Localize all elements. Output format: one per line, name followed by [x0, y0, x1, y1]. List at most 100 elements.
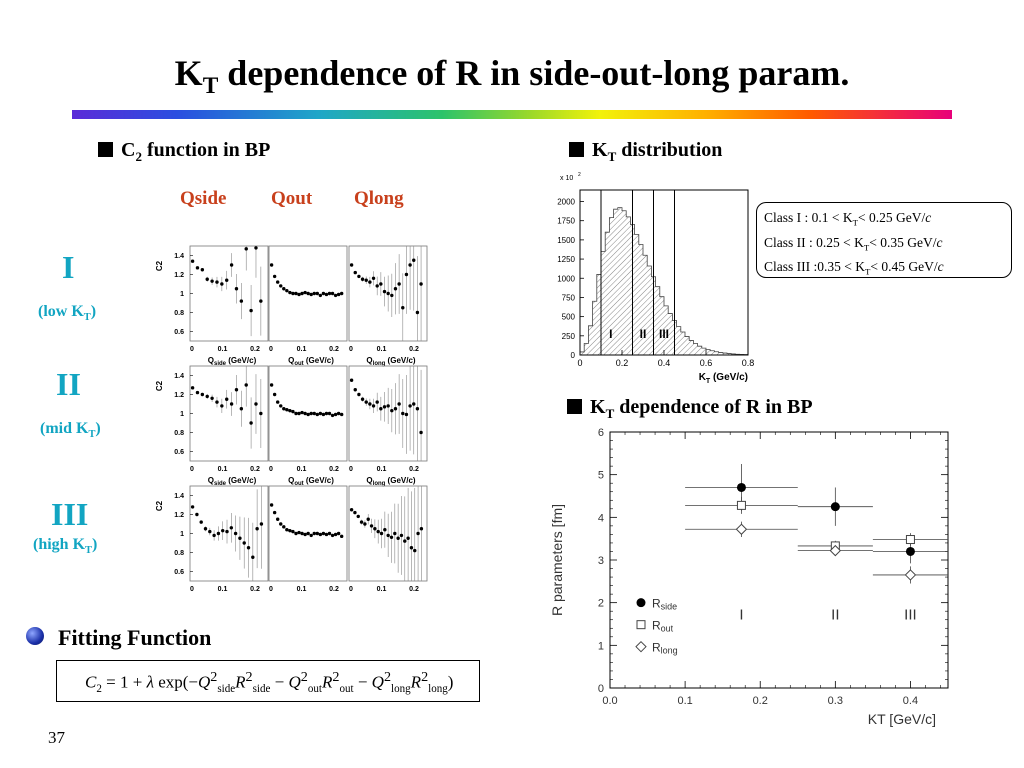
c2-data-point — [349, 263, 354, 267]
c2-data-point — [386, 404, 390, 408]
c2-data-point — [393, 407, 398, 411]
c2-x-tick-label: 0.1 — [297, 586, 307, 593]
c2-data-point — [357, 392, 361, 397]
c2-data-point — [382, 405, 387, 409]
y-tick-label: 1 — [598, 640, 604, 652]
c2-data-point — [205, 394, 209, 399]
histogram-bar — [714, 351, 719, 355]
c2-data-point — [390, 293, 394, 298]
c2-data-point — [279, 404, 283, 408]
c2-data-point — [249, 308, 253, 313]
class-line-1: Class I : 0.1 < KT< 0.25 GeV/c — [764, 210, 932, 228]
c2-data-point — [382, 289, 387, 294]
c2-data-point — [399, 533, 404, 538]
c2-data-point — [259, 299, 263, 303]
c2-data-point — [312, 291, 316, 296]
c2-data-point — [386, 291, 390, 296]
c2-data-point — [397, 282, 401, 286]
c2-data-point — [368, 280, 372, 284]
c2-data-point — [408, 404, 412, 408]
c2-data-point — [315, 291, 320, 296]
c2-section-heading: C2 function in BP — [98, 139, 270, 165]
c2-x-tick-label: 0 — [190, 466, 194, 473]
col-label-qside: Qside — [180, 188, 227, 209]
c2-data-point — [356, 514, 360, 519]
c2-data-point — [403, 539, 407, 543]
c2-data-point — [275, 400, 280, 404]
y-tick-label: 1500 — [557, 236, 575, 245]
y-tick-label: 750 — [562, 293, 576, 302]
data-point-rside — [830, 502, 840, 512]
c2-data-point — [324, 292, 329, 297]
c2-data-point — [234, 287, 239, 291]
x-tick-label: 0.3 — [828, 695, 843, 707]
c2-y-tick-label: 1 — [180, 531, 184, 538]
c2-data-point — [306, 531, 310, 536]
c2-data-point — [297, 411, 301, 416]
c2-data-point — [333, 293, 338, 298]
c2-data-point — [216, 531, 221, 536]
c2-panel-frame — [268, 485, 348, 582]
y-tick-label: 1750 — [557, 217, 575, 226]
c2-data-point — [401, 411, 405, 416]
c2-data-point — [360, 277, 365, 281]
c2-x-tick-label: 0 — [269, 466, 273, 473]
row-desc-1: (low KT) — [38, 303, 97, 324]
histogram-outline — [579, 207, 749, 355]
y-tick-label: 500 — [562, 313, 576, 322]
c2-data-point — [297, 530, 301, 535]
data-point-rlong — [735, 523, 748, 535]
c2-data-point — [229, 526, 234, 530]
c2-x-axis-title: Qside (GeV/c) — [208, 476, 257, 487]
c2-data-point — [375, 400, 379, 404]
c2-data-point — [309, 533, 313, 538]
c2-data-point — [244, 247, 248, 251]
c2-x-tick-label: 0.2 — [329, 346, 339, 353]
x-tick-label: 0.2 — [616, 358, 629, 368]
c2-y-tick-label: 1.4 — [174, 253, 184, 260]
c2-data-point — [415, 407, 420, 411]
c2-data-point — [282, 525, 286, 529]
title-k: K — [174, 53, 203, 93]
c2-data-point — [255, 527, 259, 531]
c2-data-point — [353, 388, 357, 392]
histogram-bar — [659, 296, 664, 355]
square-bullet-icon — [98, 142, 113, 157]
x-tick-label: 0.4 — [903, 695, 918, 707]
c2-data-point — [210, 279, 214, 283]
c2-data-point — [404, 412, 409, 417]
c2-data-point — [215, 280, 219, 284]
c2-x-tick-label: 0.1 — [377, 586, 387, 593]
c2-data-point — [339, 291, 344, 296]
c2-data-point — [321, 531, 326, 536]
c2-data-point — [379, 531, 384, 536]
c2-data-point — [199, 520, 203, 524]
c2-data-point — [315, 412, 320, 417]
histogram-bar — [697, 346, 702, 355]
c2-x-tick-label: 0.1 — [218, 346, 228, 353]
c2-panel-frame — [348, 245, 428, 342]
c2-data-point — [200, 392, 205, 397]
c2-data-point — [190, 386, 195, 390]
data-point-rside — [905, 546, 915, 556]
c2-panel-frame — [268, 365, 348, 462]
histogram-bar — [643, 255, 648, 355]
c2-data-point — [309, 411, 313, 416]
c2-data-point — [233, 531, 238, 536]
c2-data-point — [333, 412, 338, 417]
c2-y-tick-label: 1.2 — [174, 272, 184, 279]
c2-data-point — [363, 522, 367, 526]
c2-data-point — [229, 263, 234, 267]
x-tick-label: 0 — [577, 358, 582, 368]
c2-data-point — [330, 533, 335, 538]
c2-data-point — [413, 548, 417, 553]
c2-data-point — [294, 291, 298, 296]
c2-data-point — [416, 531, 420, 536]
c2-data-point — [269, 263, 274, 267]
c2-y-tick-label: 1.2 — [174, 392, 184, 399]
c2-x-axis-title: Qout (GeV/c) — [288, 476, 334, 487]
c2-data-point — [303, 411, 307, 416]
c2-data-point — [393, 287, 398, 291]
c2-data-point — [408, 263, 412, 267]
